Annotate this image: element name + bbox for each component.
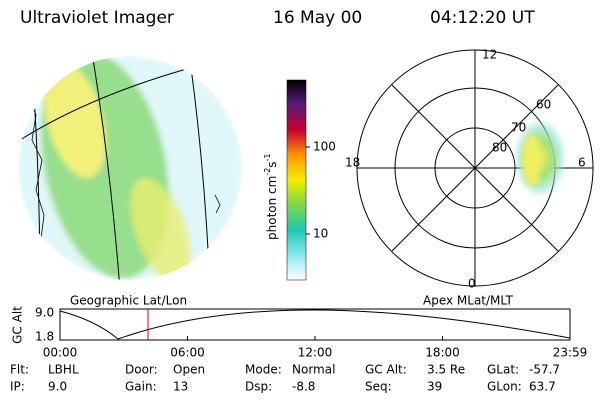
x-tick-label: 23:59 [553,346,588,360]
instrument: Ultraviolet Imager [20,8,174,28]
status-value: 39 [427,380,442,394]
mlt-label: 18 [345,156,360,170]
status-value: 3.5 Re [427,363,465,377]
geographic-image [18,56,242,280]
altitude-curve [59,309,571,340]
lat-label: 70 [511,121,526,135]
lat-label: 60 [536,98,551,112]
status-label: Seq: [365,380,392,394]
status-label: IP: [10,380,25,394]
x-tick-label: 18:00 [425,346,460,360]
caption: Geographic Lat/Lon [70,294,187,308]
polar-aurora-core [522,134,542,186]
coastline [27,94,221,256]
status-value: 13 [173,380,188,394]
mlt-label: 6 [578,156,586,170]
status-value: 63.7 [529,380,556,394]
caption: Apex MLat/MLT [423,294,513,308]
date: 16 May 00 [273,8,362,28]
status-value: Normal [292,363,335,377]
status-label: Mode: [245,363,282,377]
status-label: GLon: [487,380,522,394]
x-tick-label: 00:00 [43,346,78,360]
colorbar-tick-label: 100 [313,140,336,154]
aurora-core [129,177,191,280]
y-tick-label: 9.0 [35,306,54,320]
status-label: Flt: [10,363,29,377]
lat-label: 80 [492,141,507,155]
status-value: LBHL [48,363,79,377]
status-value: Open [173,363,205,377]
status-value: 9.0 [48,380,67,394]
status-label: Gain: [125,380,157,394]
mlt-label: 0 [468,277,476,291]
status-label: GLat: [487,363,519,377]
mlt-label: 12 [482,48,497,62]
x-tick-label: 12:00 [298,346,333,360]
y-tick-label: 1.8 [35,330,54,344]
colorbar [286,79,307,281]
colorbar-tick-label: 10 [313,227,328,241]
altitude-axis-label: GC Alt [11,306,25,344]
x-tick-label: 06:00 [170,346,205,360]
status-value: -8.8 [292,380,315,394]
colorbar-label: photon cm-2s-1 [263,153,279,240]
altitude-frame [59,308,571,341]
status-value: -57.7 [529,363,560,377]
aurora-core [43,61,107,179]
status-label: GC Alt: [365,363,407,377]
header: Ultraviolet Imager 16 May 00 04:12:20 UT [20,8,535,28]
status-label: Door: [125,363,158,377]
status-label: Dsp: [245,380,272,394]
time: 04:12:20 UT [430,8,535,28]
